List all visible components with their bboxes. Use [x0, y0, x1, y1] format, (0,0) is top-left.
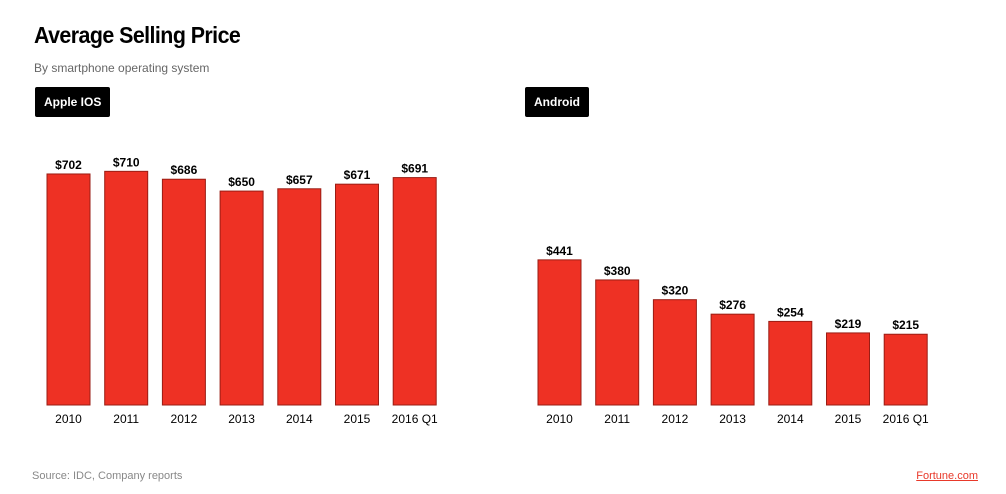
- source-note: Source: IDC, Company reports: [32, 470, 183, 482]
- bar-android-2011: [595, 279, 640, 406]
- bar-apple-ios-2013: [219, 190, 264, 406]
- bar-apple-ios-2012: [161, 178, 206, 406]
- category-label-apple-ios-2016-q1: 2016 Q1: [392, 412, 438, 426]
- value-label-apple-ios-2014: $657: [286, 173, 313, 187]
- bar-chart-apple-ios: $702 2010 $710 2011 $686 2012 $650 2013 $657 2014…: [46, 155, 438, 426]
- value-label-apple-ios-2015: $671: [344, 168, 371, 182]
- bar-android-2014: [768, 320, 813, 406]
- category-label-android-2014: 2014: [777, 412, 804, 426]
- bar-android-2016-q1: [883, 333, 928, 406]
- value-label-android-2014: $254: [777, 305, 804, 319]
- fortune-link[interactable]: Fortune.com: [916, 470, 978, 482]
- bar-apple-ios-2016-q1: [392, 177, 437, 406]
- value-label-apple-ios-2016-q1: $691: [401, 162, 428, 176]
- value-label-apple-ios-2012: $686: [171, 163, 198, 177]
- category-label-apple-ios-2010: 2010: [55, 412, 82, 426]
- category-label-apple-ios-2014: 2014: [286, 412, 313, 426]
- category-label-android-2016-q1: 2016 Q1: [883, 412, 929, 426]
- category-label-android-2011: 2011: [604, 412, 630, 426]
- category-label-apple-ios-2011: 2011: [113, 412, 139, 426]
- value-label-android-2015: $219: [835, 317, 862, 331]
- bar-chart-android: $441 2010 $380 2011 $320 2012 $276 2013 $254 2014…: [537, 244, 929, 426]
- value-label-android-2012: $320: [662, 284, 689, 298]
- category-label-apple-ios-2013: 2013: [228, 412, 255, 426]
- category-label-android-2012: 2012: [662, 412, 689, 426]
- value-label-apple-ios-2010: $702: [55, 158, 82, 172]
- panel-label-android: Android: [525, 87, 589, 117]
- category-label-android-2013: 2013: [719, 412, 746, 426]
- category-label-apple-ios-2012: 2012: [171, 412, 198, 426]
- bar-android-2013: [710, 313, 755, 406]
- value-label-android-2010: $441: [546, 244, 573, 258]
- bar-android-2015: [826, 332, 870, 406]
- category-label-android-2010: 2010: [546, 412, 573, 426]
- chart-title: Average Selling Price: [34, 22, 241, 48]
- bar-apple-ios-2015: [335, 183, 379, 406]
- bar-android-2012: [652, 299, 697, 406]
- panel-label-apple-ios: Apple IOS: [35, 87, 111, 117]
- category-label-apple-ios-2015: 2015: [344, 412, 371, 426]
- value-label-android-2011: $380: [604, 264, 631, 278]
- value-label-android-2013: $276: [719, 298, 746, 312]
- bar-android-2010: [537, 259, 582, 406]
- bar-apple-ios-2011: [104, 170, 149, 406]
- chart-subtitle: By smartphone operating system: [34, 61, 210, 75]
- value-label-android-2016-q1: $215: [892, 318, 919, 332]
- bar-apple-ios-2010: [46, 173, 91, 406]
- value-label-apple-ios-2013: $650: [228, 175, 255, 189]
- value-label-apple-ios-2011: $710: [113, 155, 140, 169]
- bar-apple-ios-2014: [277, 188, 322, 406]
- category-label-android-2015: 2015: [835, 412, 862, 426]
